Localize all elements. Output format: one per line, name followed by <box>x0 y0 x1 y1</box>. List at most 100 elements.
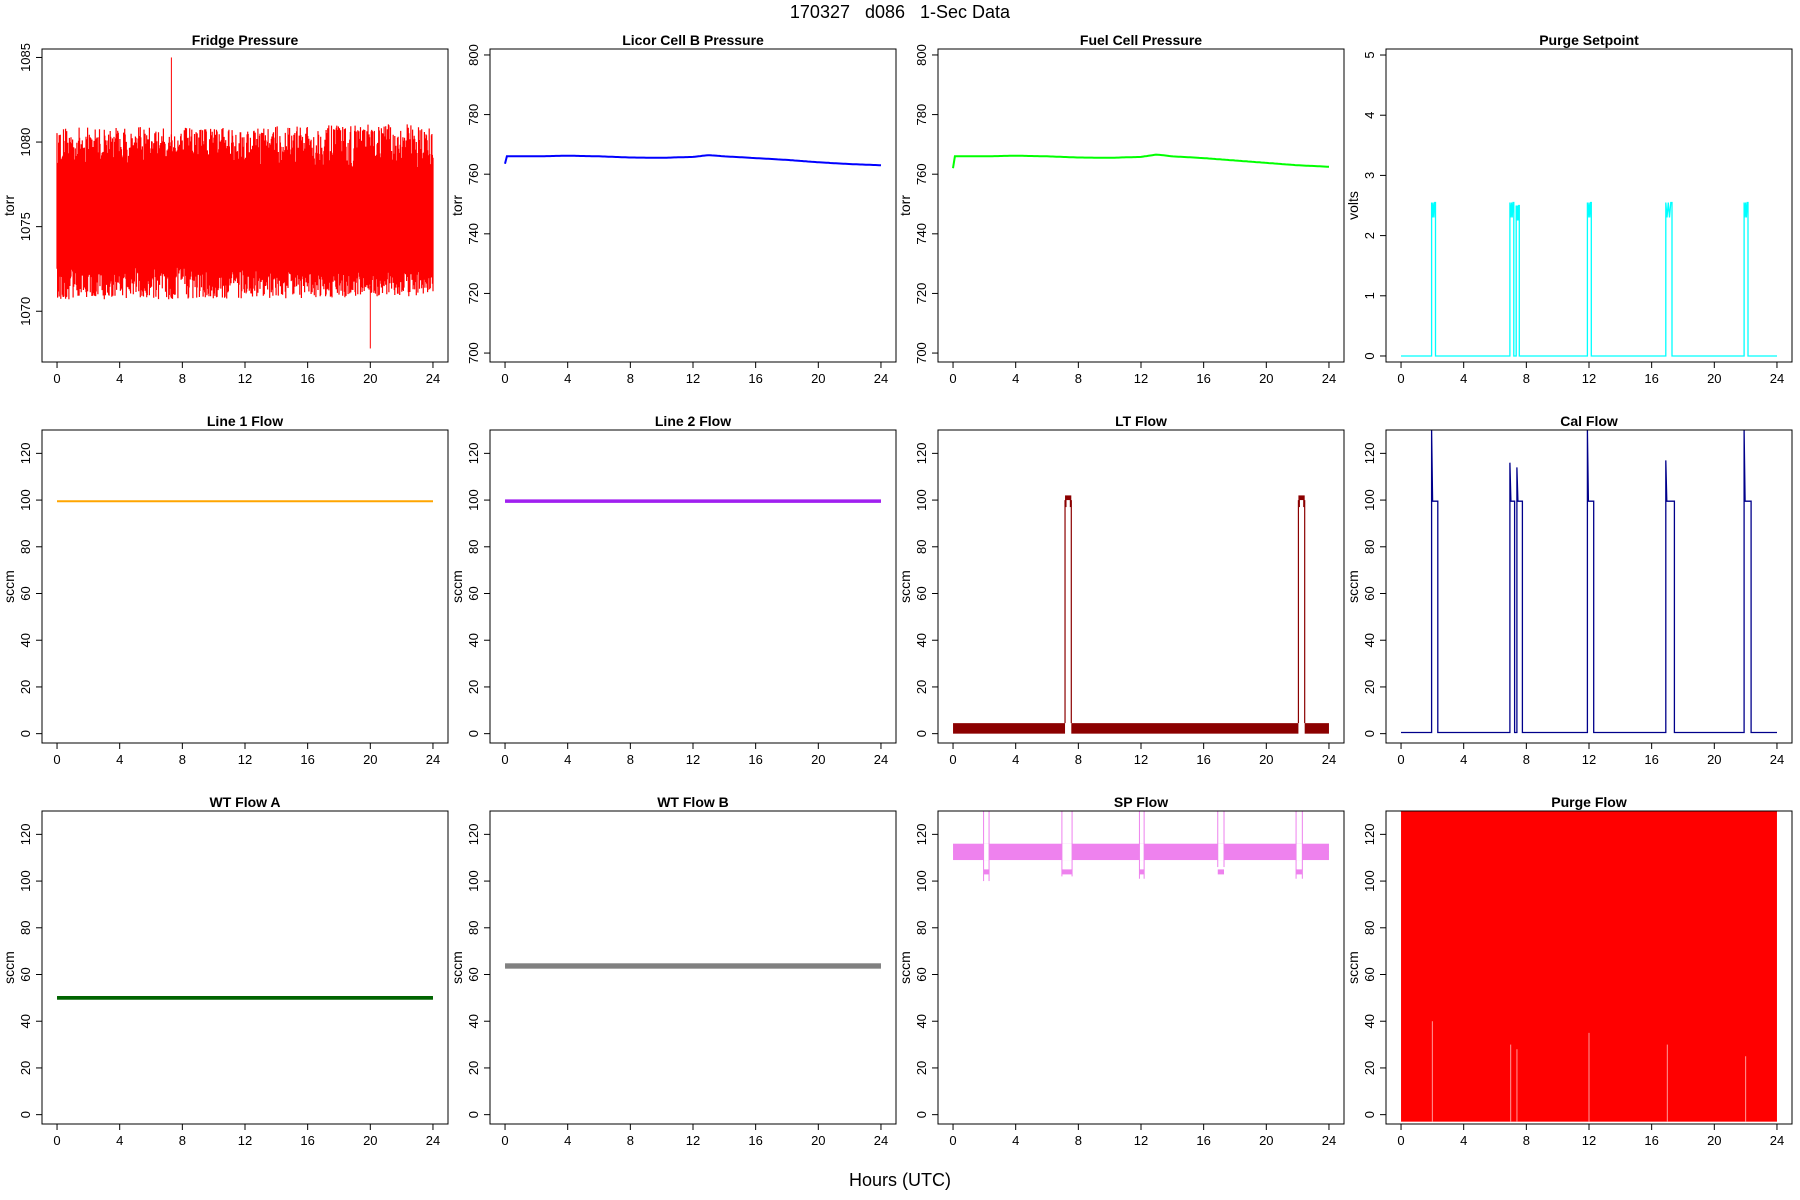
y-tick-label: 100 <box>466 489 481 511</box>
x-tick-label: 24 <box>1322 1133 1336 1148</box>
x-tick-label: 16 <box>1196 752 1210 767</box>
data-baseline-band-1 <box>953 723 1066 734</box>
x-tick-label: 12 <box>238 371 252 386</box>
x-tick-label: 12 <box>686 371 700 386</box>
x-tick-label: 4 <box>1012 752 1019 767</box>
x-tick-label: 8 <box>1075 752 1082 767</box>
y-axis-label: torr <box>897 195 913 216</box>
y-tick-label: 80 <box>466 540 481 554</box>
y-tick-label: 120 <box>466 824 481 846</box>
panel-title: Cal Flow <box>1560 413 1618 429</box>
y-tick-label: 780 <box>914 104 929 126</box>
y-axis: 0 20 40 60 80 100 120 <box>466 824 491 1118</box>
plot-area <box>952 153 1329 169</box>
x-tick-label: 8 <box>1523 371 1530 386</box>
data-event-2 <box>1061 811 1073 877</box>
y-axis-label: volts <box>1345 191 1361 220</box>
x-tick-label: 12 <box>1582 752 1596 767</box>
panel-2: Licor Cell B Pressure 0 4 8 12 16 20 24 700 720 74… <box>449 32 897 386</box>
y-tick-label: 20 <box>1362 1061 1377 1075</box>
x-axis: 0 4 8 12 16 20 24 <box>53 742 440 767</box>
panel-title: Purge Setpoint <box>1539 32 1639 48</box>
y-axis: 0 1 2 3 4 5 <box>1362 51 1387 360</box>
x-axis: 0 4 8 12 16 20 24 <box>1397 361 1784 386</box>
data-line <box>1401 430 1777 734</box>
y-tick-label: 100 <box>18 870 33 892</box>
x-tick-label: 0 <box>501 1133 508 1148</box>
y-tick-label: 40 <box>914 1014 929 1028</box>
x-tick-label: 12 <box>686 752 700 767</box>
x-axis: 0 4 8 12 16 20 24 <box>949 361 1336 386</box>
x-tick-label: 24 <box>874 1133 888 1148</box>
y-tick-label: 60 <box>18 967 33 981</box>
y-axis: 0 20 40 60 80 100 120 <box>914 443 939 737</box>
panel-title: Line 2 Flow <box>655 413 731 429</box>
x-tick-label: 8 <box>1075 1133 1082 1148</box>
y-tick-label: 1 <box>1362 292 1377 299</box>
y-tick-label: 120 <box>466 443 481 465</box>
y-tick-label: 1070 <box>18 297 33 326</box>
x-tick-label: 0 <box>1397 371 1404 386</box>
y-tick-label: 740 <box>466 223 481 245</box>
y-tick-label: 60 <box>914 967 929 981</box>
panel-12: Purge Flow 0 4 8 12 16 20 24 0 20 40 60 80 100 120 sccm <box>1345 794 1793 1148</box>
data-pulse-gap-2 <box>1299 500 1304 724</box>
x-tick-label: 0 <box>501 752 508 767</box>
y-tick-label: 40 <box>1362 1014 1377 1028</box>
y-axis: 700 720 740 760 780 800 <box>466 44 491 364</box>
x-tick-label: 8 <box>179 752 186 767</box>
x-tick-label: 24 <box>426 752 440 767</box>
figure-title: 170327 d086 1-Sec Data <box>789 2 1011 22</box>
y-axis-label: sccm <box>897 570 913 603</box>
panel-title: Line 1 Flow <box>207 413 283 429</box>
x-tick-label: 4 <box>116 1133 123 1148</box>
x-tick-label: 12 <box>238 752 252 767</box>
data-event-1 <box>983 811 990 882</box>
y-tick-label: 1080 <box>18 128 33 157</box>
y-tick-label: 60 <box>466 967 481 981</box>
plot-area <box>57 995 433 1000</box>
y-axis-label: sccm <box>1345 570 1361 603</box>
panel-title: LT Flow <box>1115 413 1167 429</box>
x-tick-label: 4 <box>116 371 123 386</box>
y-tick-label: 780 <box>466 104 481 126</box>
y-tick-label: 20 <box>466 1061 481 1075</box>
y-tick-label: 20 <box>466 680 481 694</box>
x-axis-label: Hours (UTC) <box>849 1170 951 1190</box>
x-tick-label: 16 <box>1644 752 1658 767</box>
x-tick-label: 16 <box>300 1133 314 1148</box>
x-tick-label: 24 <box>874 752 888 767</box>
x-tick-label: 16 <box>748 1133 762 1148</box>
y-tick-label: 700 <box>914 342 929 364</box>
x-tick-label: 12 <box>1582 1133 1596 1148</box>
y-tick-label: 0 <box>18 1111 33 1118</box>
y-axis-label: torr <box>1 195 17 216</box>
y-tick-label: 60 <box>1362 586 1377 600</box>
y-tick-label: 60 <box>466 586 481 600</box>
x-tick-label: 24 <box>1322 371 1336 386</box>
y-tick-label: 5 <box>1362 51 1377 58</box>
x-tick-label: 12 <box>1134 1133 1148 1148</box>
plot-frame <box>489 48 897 363</box>
x-tick-label: 24 <box>426 1133 440 1148</box>
x-axis: 0 4 8 12 16 20 24 <box>949 1123 1336 1148</box>
y-axis-label: sccm <box>449 570 465 603</box>
y-tick-label: 120 <box>1362 824 1377 846</box>
x-tick-label: 16 <box>300 752 314 767</box>
data-noise-band <box>56 124 434 300</box>
y-tick-label: 80 <box>914 921 929 935</box>
x-tick-label: 24 <box>1770 371 1784 386</box>
plot-area <box>1401 201 1777 357</box>
data-line <box>1401 201 1777 357</box>
y-axis-label: sccm <box>1 951 17 984</box>
x-tick-label: 8 <box>1075 371 1082 386</box>
y-tick-label: 60 <box>18 586 33 600</box>
y-tick-label: 0 <box>1362 1111 1377 1118</box>
panel-3: Fuel Cell Pressure 0 4 8 12 16 20 24 700 720 740 76… <box>897 32 1345 386</box>
y-tick-label: 0 <box>466 1111 481 1118</box>
x-tick-label: 0 <box>501 371 508 386</box>
panel-11: SP Flow 0 4 8 12 16 20 24 0 20 40 60 80 100 120 sccm <box>897 794 1345 1148</box>
